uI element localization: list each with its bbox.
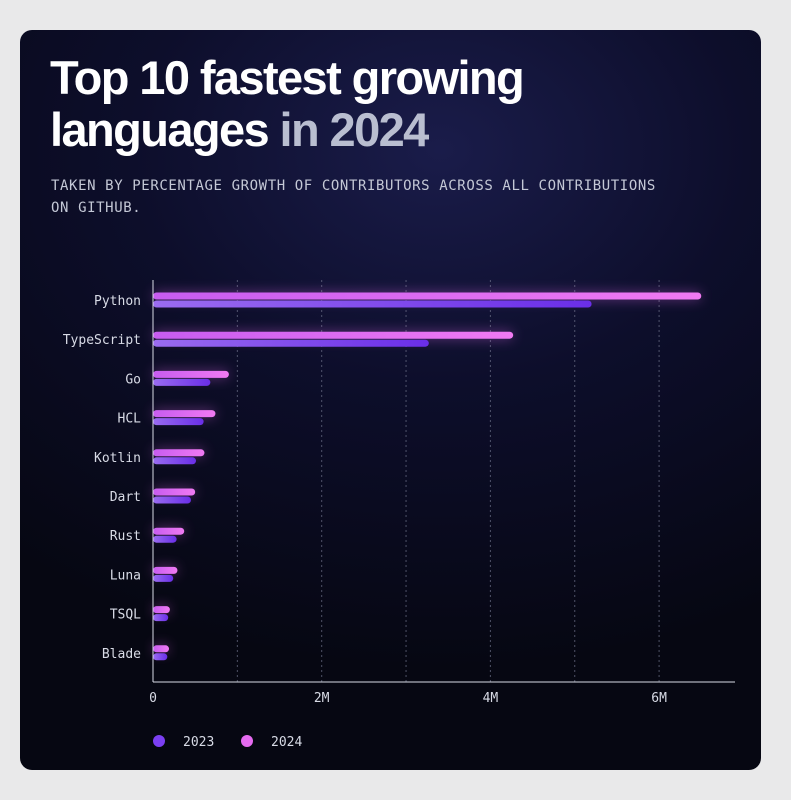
category-labels: Python TypeScript Go HCL Kotlin Dart Rust Luna T…	[63, 294, 141, 662]
x-tick-label: 2M	[314, 691, 330, 706]
title-line-1: Top 10 fastest growing	[50, 51, 525, 104]
legend: 2023 2024	[153, 735, 302, 750]
x-tick-label: 4M	[483, 691, 499, 706]
bar-2024	[153, 331, 514, 339]
bar-2023	[153, 418, 204, 426]
x-tick-label: 6M	[651, 691, 667, 706]
grid-lines	[236, 280, 660, 682]
bar-2024	[153, 410, 216, 418]
x-tick-label: 0	[149, 691, 157, 706]
legend-label: 2024	[271, 735, 302, 750]
bar-2023	[153, 496, 191, 504]
category-label: TypeScript	[63, 333, 141, 348]
category-label: Go	[125, 372, 141, 387]
category-label: Dart	[110, 490, 141, 505]
bar-2023	[153, 378, 211, 386]
bar-2024	[153, 645, 170, 653]
bar-2024	[153, 527, 185, 535]
bars	[153, 292, 702, 661]
bar-2024	[153, 370, 229, 378]
bar-2023	[153, 653, 168, 661]
bar-2023	[153, 300, 592, 308]
category-label: TSQL	[110, 608, 141, 623]
bar-2023	[153, 457, 197, 465]
bar-2023	[153, 339, 429, 347]
legend-swatch	[241, 735, 253, 747]
category-label: Python	[94, 294, 141, 309]
bar-2024	[153, 292, 702, 300]
bar-2023	[153, 535, 177, 543]
bar-2024	[153, 488, 196, 496]
bar-2023	[153, 574, 174, 582]
legend-swatch	[153, 735, 165, 747]
axes: 0 2M 4M 6M	[149, 280, 735, 706]
category-label: Kotlin	[94, 451, 141, 466]
bar-2024	[153, 606, 170, 614]
chart-title: Top 10 fastest growing languages in 2024	[50, 51, 525, 156]
title-line-2-main: languages	[50, 103, 270, 156]
chart-subtitle: TAKEN BY PERCENTAGE GROWTH OF CONTRIBUTO…	[51, 178, 656, 216]
category-label: Blade	[102, 647, 141, 662]
bar-chart: Python TypeScript Go HCL Kotlin Dart Rust Luna T…	[63, 280, 735, 750]
category-label: Rust	[110, 529, 141, 544]
bar-2024	[153, 566, 178, 574]
chart-card: Top 10 fastest growing languages in 2024…	[20, 30, 761, 770]
category-label: Luna	[110, 568, 141, 583]
bar-2023	[153, 614, 169, 622]
title-line-2-accent: in 2024	[279, 103, 430, 156]
category-label: HCL	[118, 412, 142, 427]
legend-label: 2023	[183, 735, 214, 750]
bar-2024	[153, 449, 205, 457]
